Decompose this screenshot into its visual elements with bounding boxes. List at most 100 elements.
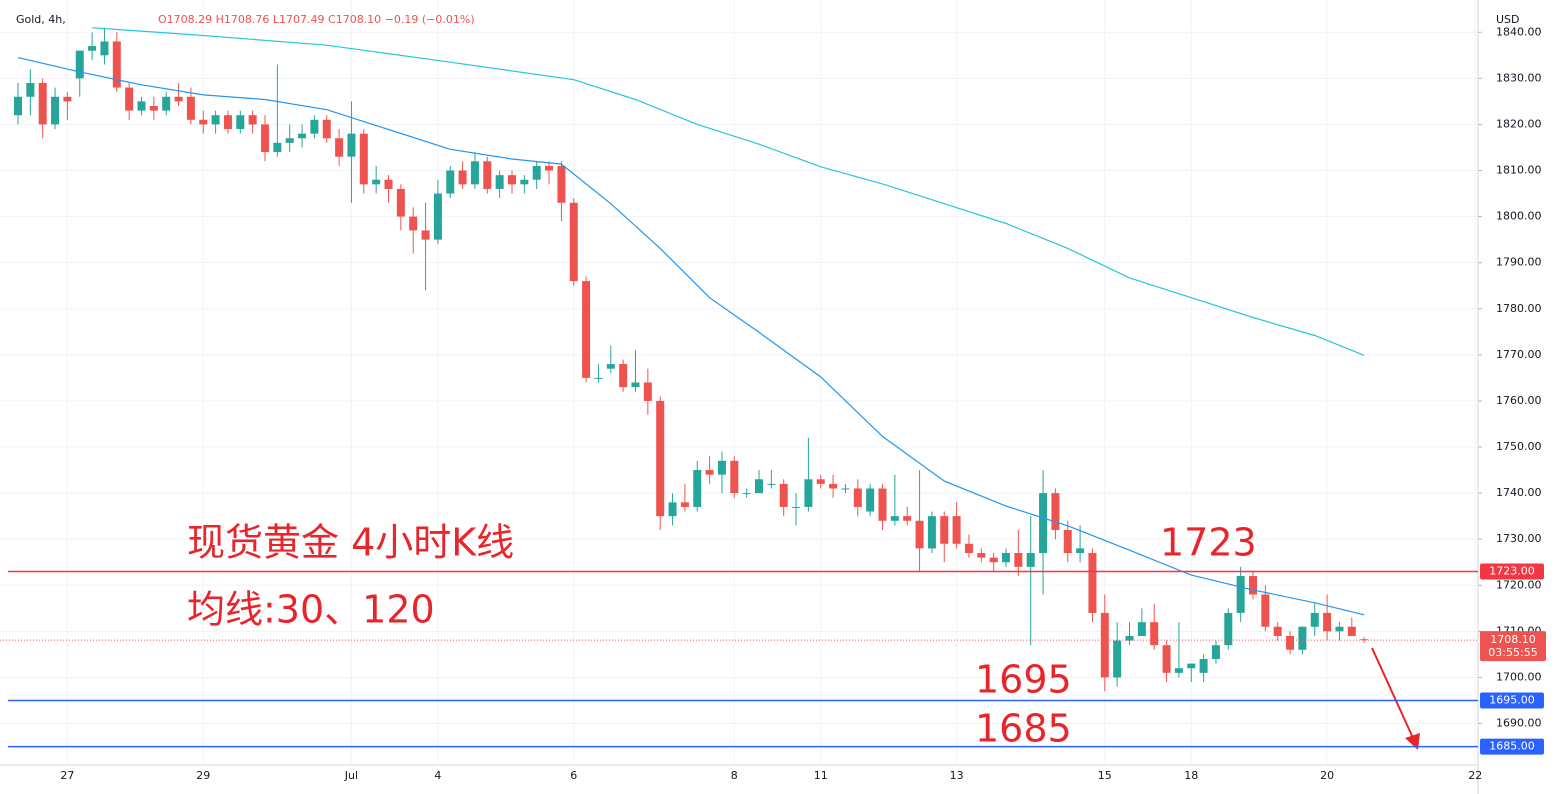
candle-body [446, 170, 455, 194]
arrow [1371, 647, 1420, 750]
candle-body [643, 382, 652, 401]
candle-body [779, 483, 788, 507]
candle-body [261, 124, 269, 153]
y-tick-label: 1810.00 [1496, 164, 1542, 177]
candle-body [495, 175, 504, 189]
x-tick-label: 29 [196, 769, 210, 782]
x-tick-label: 20 [1320, 769, 1334, 782]
candle-body [1162, 645, 1171, 673]
countdown: 03:55:55 [1488, 646, 1537, 659]
candle-body [88, 46, 97, 51]
candle-body [1026, 553, 1035, 567]
candle-body [915, 520, 924, 549]
y-tick-label: 1790.00 [1496, 256, 1542, 269]
candle-body [1249, 576, 1257, 595]
candle-body [26, 82, 35, 97]
candle-body [717, 460, 726, 475]
x-tick-label: Jul [344, 769, 358, 782]
candle-body [458, 170, 467, 185]
candle-body [1323, 612, 1332, 632]
candle-body [75, 50, 84, 79]
annotation-level: 1723 [1160, 521, 1257, 565]
candle-body [964, 543, 973, 554]
price-badge-label: 1685.00 [1489, 740, 1535, 753]
candle-body [1076, 548, 1085, 554]
candle-body [384, 179, 393, 189]
candle-body [483, 161, 492, 189]
y-tick-label: 1740.00 [1496, 486, 1542, 499]
candle-body [693, 470, 702, 507]
x-tick-label: 4 [434, 769, 441, 782]
candle-body [977, 553, 986, 558]
candle-body [1236, 576, 1245, 613]
candle-body [1310, 612, 1319, 627]
candle-body [1224, 612, 1233, 646]
candle-body [841, 488, 850, 490]
x-tick-label: 11 [814, 769, 828, 782]
candle-body [755, 479, 763, 494]
y-tick-label: 1830.00 [1496, 71, 1542, 84]
candle-body [310, 119, 319, 134]
y-tick-label: 1800.00 [1496, 210, 1542, 223]
annotation-level: 1695 [975, 658, 1072, 702]
y-tick-label: 1840.00 [1496, 25, 1542, 38]
price-badge [1480, 631, 1546, 662]
candle-body [298, 133, 307, 139]
candle-body [186, 96, 195, 120]
candle-body [1335, 626, 1344, 632]
price-badge [1480, 738, 1544, 755]
y-tick-label: 1690.00 [1496, 717, 1542, 730]
candle-body [100, 41, 109, 56]
candle-body [656, 400, 665, 517]
candle-body [1125, 635, 1134, 641]
y-tick-label: 1820.00 [1496, 117, 1542, 130]
moving-average-line [17, 57, 1365, 616]
candle-body [989, 557, 998, 563]
candle-body [112, 41, 121, 88]
annotation-ma: 均线:30、120 [187, 588, 435, 632]
candle-body [137, 101, 146, 111]
candle-body [1347, 626, 1356, 636]
candle-body [952, 516, 961, 544]
x-tick-label: 15 [1098, 769, 1112, 782]
candle-body [174, 96, 183, 102]
price-badge-label: 1723.00 [1489, 564, 1535, 577]
candle-body [927, 516, 936, 549]
candle-body [1014, 553, 1023, 567]
candle-body [347, 133, 356, 157]
currency: USD [1496, 13, 1520, 26]
candle-body [1088, 553, 1097, 613]
candle-body [545, 165, 554, 171]
candle-body [248, 115, 257, 125]
x-tick-label: 6 [570, 769, 577, 782]
candle-body [359, 133, 368, 185]
candle-body [878, 488, 887, 521]
grid [0, 0, 1478, 765]
candle-body [421, 230, 430, 240]
candle-body [940, 516, 949, 544]
candle-body [520, 179, 529, 185]
candle-body [211, 115, 220, 125]
candle-body [470, 161, 479, 185]
candle-body [199, 119, 208, 125]
price-badge-label: 1695.00 [1489, 693, 1535, 706]
candle-body [680, 502, 689, 507]
x-tick-label: 22 [1468, 769, 1482, 782]
candle-body [1113, 640, 1122, 678]
candle-body [409, 216, 418, 231]
candle-body [1273, 626, 1282, 636]
candle-body [804, 479, 813, 507]
candle-body [273, 142, 282, 153]
candle-body [1002, 553, 1010, 563]
candle-body [149, 105, 158, 111]
candle-body [767, 483, 776, 485]
candle-body [1360, 639, 1369, 641]
candle-body [557, 165, 566, 203]
candle-body [14, 96, 22, 116]
candle-body [322, 119, 331, 139]
candle-body [631, 382, 640, 388]
annotation-level: 1685 [975, 707, 1072, 751]
candle-body [1211, 645, 1220, 660]
candle-body [730, 460, 739, 494]
candle-body [335, 138, 344, 157]
